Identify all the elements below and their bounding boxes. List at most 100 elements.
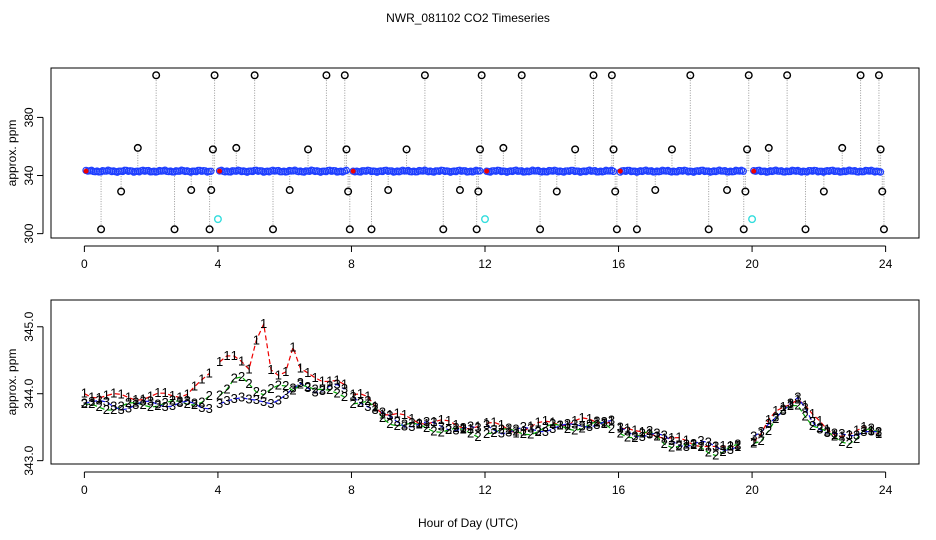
series-2-label: 2 [357,395,364,410]
top-y-tick-label: 300 [22,223,36,243]
standard-point [748,215,757,224]
series-3-label: 3 [95,392,102,407]
series-2-label: 2 [297,377,304,392]
series-2-label: 2 [549,416,556,431]
bottom-series-lines [84,322,879,457]
series-1-label: 1 [474,419,481,434]
series-3-label: 3 [868,424,875,439]
series-3-label: 3 [162,399,169,414]
series-3-label: 3 [231,391,238,406]
calibration-point [345,225,354,234]
series-3-label: 3 [690,436,697,451]
calibration-point [571,145,580,154]
series-3-label: 3 [520,419,527,434]
series-1-label: 1 [394,405,401,420]
bottom-y-axis: 343.0 344.0 345.0 [22,311,44,476]
series-1-label: 1 [333,372,340,387]
bottom-x-tick-label: 12 [478,483,492,497]
series-3-label: 3 [386,408,393,423]
series-1-label: 1 [275,367,282,382]
segment-start-marker [350,168,356,174]
series-2-label: 2 [875,424,882,439]
series-3-label: 3 [117,402,124,417]
series-2-label: 2 [198,394,205,409]
series-2-label: 2 [333,385,340,400]
series-1-label: 1 [564,417,571,432]
series-3-label: 3 [154,396,161,411]
calibration-point [367,225,376,234]
series-2-label: 2 [661,436,668,451]
bottom-x-tick-label: 4 [215,483,222,497]
series-3-label: 3 [490,422,497,437]
series-3-label: 3 [147,393,154,408]
series-2-label: 2 [423,420,430,435]
top-x-tick-label: 24 [879,257,893,271]
series-2-label: 2 [341,389,348,404]
series-3-label: 3 [579,418,586,433]
series-3-label: 3 [527,421,534,436]
top-x-axis: 0 4 8 12 16 20 24 [81,245,893,271]
series-1-label: 1 [169,388,176,403]
calibration-point [667,145,676,154]
bottom-y-tick-label: 345.0 [22,311,36,341]
series-1-label: 1 [326,373,333,388]
series-3-label: 3 [571,416,578,431]
series-2-label: 2 [245,376,252,391]
calibration-point [764,143,773,152]
series-3-label: 3 [408,419,415,434]
series-2-label: 2 [474,429,481,444]
series-1-label: 1 [668,430,675,445]
series-2-label: 2 [787,398,794,413]
series-2-label: 2 [772,411,779,426]
series-1-label: 1 [586,411,593,426]
calibration-point [879,225,888,234]
series-2-label: 2 [253,384,260,399]
series-2-label: 2 [379,410,386,425]
calibration-point [783,71,792,80]
series-1-label: 1 [223,348,230,363]
calibration-point [402,145,411,154]
series-2-label: 2 [162,395,169,410]
series-1-label: 1 [705,438,712,453]
series-3-label: 3 [727,442,734,457]
series-1-label: 1 [571,413,578,428]
series-3-label: 3 [549,421,556,436]
standard-point [481,215,490,224]
series-2-label: 2 [690,436,697,451]
series-3-label: 3 [416,416,423,431]
series-3-label: 3 [816,422,823,437]
series-3-line [219,382,345,405]
series-3-label: 3 [780,403,787,418]
series-2-label: 2 [727,438,734,453]
series-3-label: 3 [757,424,764,439]
series-3-label: 3 [125,401,132,416]
series-3-label: 3 [350,389,357,404]
series-2-label: 2 [238,369,245,384]
calibration-point [207,186,216,195]
top-x-tick-label: 12 [478,257,492,271]
standard-point [213,215,222,224]
calibration-point [856,71,865,80]
calibration-point [632,225,641,234]
series-3-label: 3 [498,426,505,441]
series-3-label: 3 [639,429,646,444]
series-2-label: 2 [408,415,415,430]
calibration-point [250,71,259,80]
top-baseline [82,166,885,176]
series-3-label: 3 [267,396,274,411]
series-2-label: 2 [304,379,311,394]
series-3-label: 3 [260,394,267,409]
series-1-label: 1 [125,390,132,405]
series-1-label: 1 [282,364,289,379]
segment-start-marker [751,168,757,174]
top-connectors [100,75,885,230]
series-1-label: 1 [868,422,875,437]
series-3-label: 3 [184,393,191,408]
series-3-label: 3 [802,400,809,415]
series-1-label: 1 [520,424,527,439]
calibration-point [269,225,278,234]
series-1-label: 1 [527,419,534,434]
calibration-point [152,71,161,80]
series-3-label: 3 [697,433,704,448]
